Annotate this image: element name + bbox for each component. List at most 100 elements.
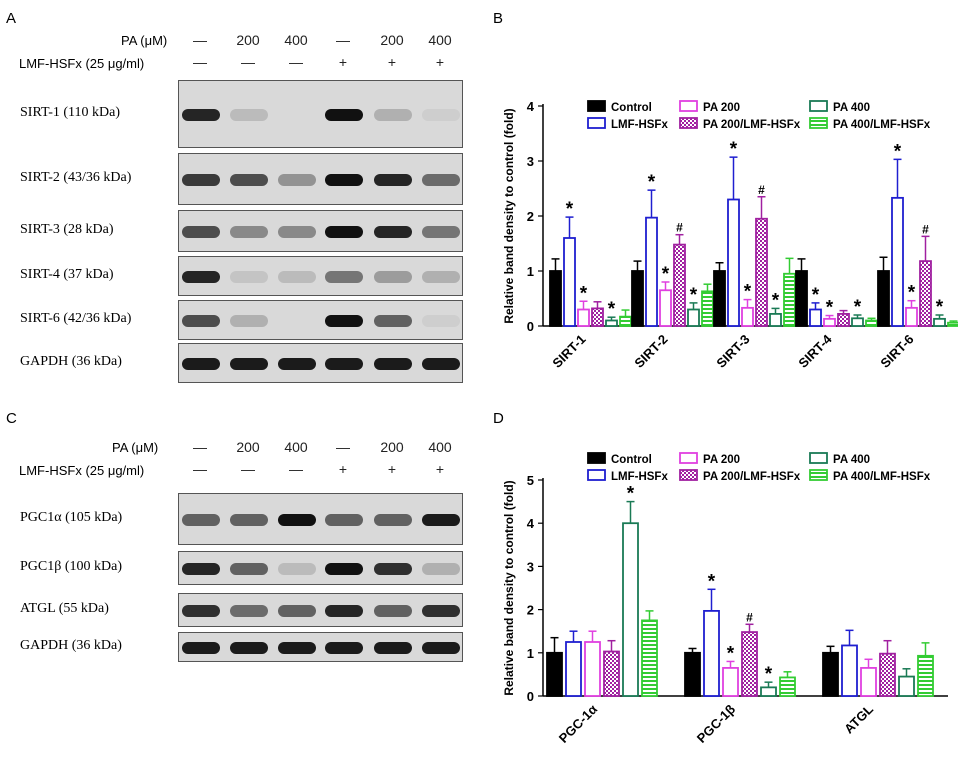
legend-label: PA 400/LMF-HSFx — [833, 471, 931, 483]
y-tick-label: 1 — [527, 264, 534, 279]
y-axis-label: Relative band density to control (fold) — [502, 108, 516, 323]
blot-band — [230, 514, 268, 526]
panel-c-pa-header: PA (μM) — [112, 440, 159, 455]
blot-label: PGC1β (100 kDa) — [20, 559, 123, 574]
lmf-value: + — [387, 54, 397, 70]
blot-band — [230, 642, 268, 654]
legend-swatch — [809, 117, 828, 129]
pa-value: 200 — [236, 439, 260, 455]
blot-band — [182, 315, 220, 327]
blot-band — [230, 563, 268, 575]
blot-band — [230, 109, 268, 121]
pa-value: — — [193, 32, 207, 48]
category-label: SIRT-6 — [877, 332, 916, 371]
lmf-value: + — [435, 54, 445, 70]
blot-band — [374, 514, 412, 526]
chart-d: 0 1 2 3 4 5 Relative band density to control (… — [502, 452, 948, 746]
y-tick-label: 4 — [527, 516, 535, 531]
bar — [947, 321, 958, 327]
lmf-value: + — [387, 461, 397, 477]
blot-band — [278, 226, 316, 238]
blot-strip — [178, 256, 463, 296]
panel-c-lmf-header: LMF-HSFx (25 μg/ml) — [19, 463, 145, 478]
blot-band — [325, 174, 363, 186]
blot-band — [422, 605, 460, 617]
legend-label: PA 200/LMF-HSFx — [703, 471, 801, 483]
blot-band — [325, 315, 363, 327]
y-tick-label: 3 — [527, 154, 534, 169]
legend-swatch — [809, 100, 828, 112]
bar — [619, 315, 632, 327]
blot-strip — [178, 593, 463, 627]
legend-label: Control — [611, 454, 652, 466]
lmf-value: — — [289, 54, 303, 70]
blot-label: GAPDH (36 kDa) — [20, 638, 122, 653]
legend-swatch — [809, 469, 828, 481]
blot-label: ATGL (55 kDa) — [20, 601, 109, 616]
pa-value: 400 — [284, 32, 308, 48]
blot-label: GAPDH (36 kDa) — [20, 354, 122, 369]
bar — [755, 217, 768, 327]
y-tick-label: 1 — [527, 646, 534, 661]
bar — [622, 522, 639, 697]
bar — [741, 306, 754, 327]
significance-mark: * — [627, 484, 635, 505]
blot-band — [278, 514, 316, 526]
bar — [860, 667, 877, 697]
lmf-value: — — [241, 461, 255, 477]
blot-strip — [178, 153, 463, 205]
bar — [722, 667, 739, 697]
legend-swatch — [587, 469, 606, 481]
y-tick-label: 0 — [527, 319, 534, 334]
bar — [703, 609, 720, 697]
legend-swatch — [679, 452, 698, 464]
blot-strip — [178, 343, 463, 383]
bar — [783, 272, 796, 327]
bar — [603, 650, 620, 697]
category-label: SIRT-2 — [631, 332, 670, 371]
blot-strip — [178, 632, 463, 662]
bar — [713, 270, 726, 327]
blot-label: SIRT-4 (37 kDa) — [20, 267, 114, 282]
significance-mark: * — [580, 283, 588, 304]
blot-band — [422, 109, 460, 121]
bar — [687, 308, 700, 327]
bar — [877, 270, 890, 327]
bar — [919, 260, 932, 327]
significance-mark: * — [608, 299, 616, 320]
bar — [741, 631, 758, 697]
bar — [822, 651, 839, 697]
bar — [917, 654, 934, 697]
significance-mark: * — [708, 571, 716, 592]
legend-swatch — [809, 452, 828, 464]
bar — [563, 237, 576, 327]
blot-band — [278, 174, 316, 186]
significance-mark: * — [662, 264, 670, 285]
blot-label: SIRT-2 (43/36 kDa) — [20, 170, 132, 185]
bar — [641, 619, 658, 697]
blot-band — [422, 315, 460, 327]
blot-label: PGC1α (105 kDa) — [20, 510, 123, 525]
significance-mark: * — [744, 282, 752, 303]
category-label: PGC-1α — [556, 702, 600, 746]
bar — [841, 644, 858, 697]
bar — [779, 676, 796, 697]
blot-band — [182, 605, 220, 617]
blot-band — [230, 271, 268, 283]
pa-value: 200 — [236, 32, 260, 48]
blot-band — [230, 605, 268, 617]
bar — [769, 312, 782, 327]
panel-a-pa-header: PA (μM) — [121, 33, 168, 48]
blot-label: SIRT-3 (28 kDa) — [20, 222, 114, 237]
significance-mark: # — [746, 610, 753, 624]
legend-label: PA 200 — [703, 102, 740, 114]
blot-band — [422, 358, 460, 370]
blot-label: SIRT-1 (110 kDa) — [20, 105, 121, 120]
legend-swatch — [679, 117, 698, 129]
significance-mark: * — [772, 290, 780, 311]
legend-swatch — [587, 452, 606, 464]
legend-label: PA 200 — [703, 454, 740, 466]
bar — [546, 651, 563, 697]
pa-value: — — [336, 32, 350, 48]
y-tick-label: 3 — [527, 559, 534, 574]
